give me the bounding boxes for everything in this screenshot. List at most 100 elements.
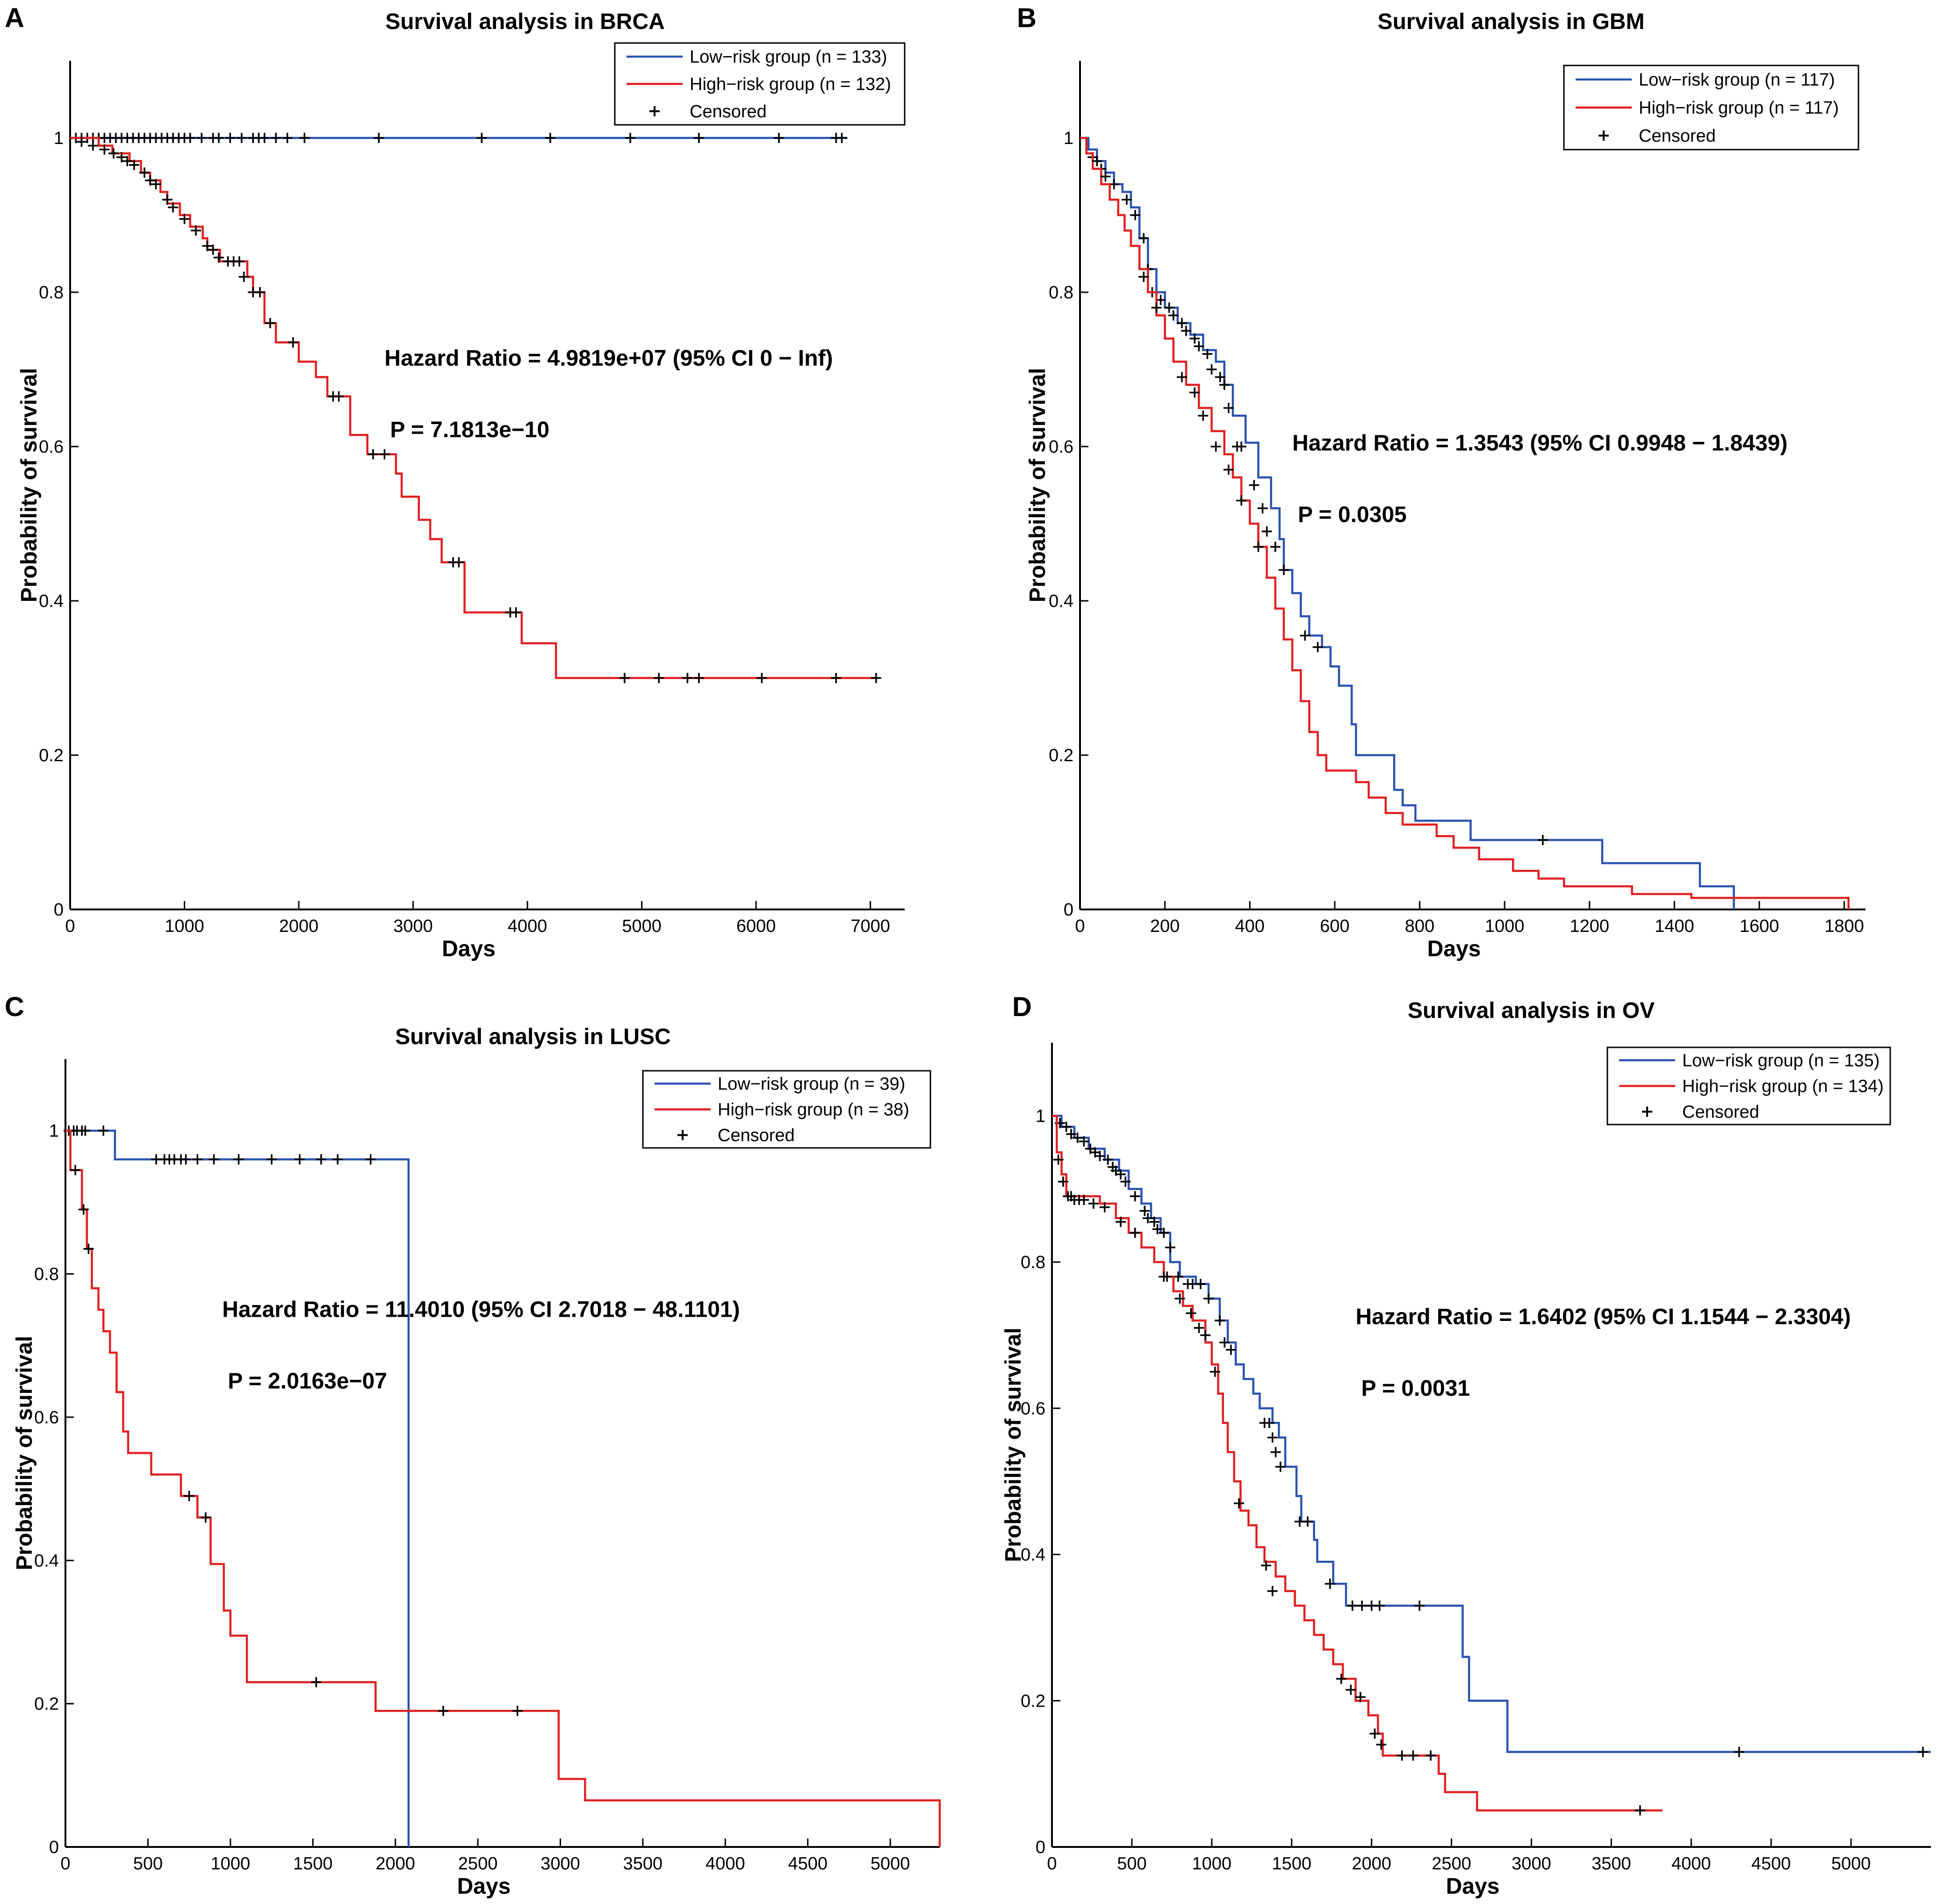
- censored-mark: [1079, 1136, 1089, 1147]
- censored-mark: [1397, 1750, 1407, 1761]
- censored-mark: [1072, 1132, 1083, 1143]
- x-tick-label: 400: [1235, 916, 1265, 936]
- censored-mark: [871, 673, 881, 683]
- p-value-text: P = 0.0305: [1298, 502, 1407, 527]
- legend-swatch-censored: [1642, 1106, 1652, 1117]
- censored-mark: [1099, 1202, 1110, 1212]
- y-tick-label: 0.2: [34, 1695, 59, 1714]
- censored-mark: [1061, 1121, 1072, 1132]
- censored-mark: [476, 133, 487, 143]
- censored-mark: [1164, 303, 1174, 313]
- censored-mark: [1203, 1293, 1214, 1304]
- legend-label: Low−risk group (n = 133): [690, 47, 887, 67]
- low-risk-curve: [65, 1129, 410, 1847]
- censored-mark: [1233, 1498, 1244, 1509]
- censored-mark: [1181, 325, 1192, 336]
- legend-label: Censored: [1639, 126, 1716, 146]
- low-risk-curve: [1080, 137, 1735, 909]
- censored-mark: [1236, 495, 1247, 506]
- censored-mark: [1253, 541, 1264, 552]
- x-tick-label: 3000: [1512, 1854, 1551, 1874]
- panel-letter: A: [5, 3, 24, 33]
- high-risk-curve: [1052, 1115, 1663, 1812]
- censored-mark: [1302, 1516, 1313, 1527]
- panel-c: C Survival analysis in LUSC 0 500 1000 1500 20…: [5, 992, 941, 1899]
- x-tick-label: 2500: [458, 1854, 498, 1874]
- chart-title: Survival analysis in BRCA: [385, 9, 665, 34]
- censored-mark: [1223, 464, 1234, 475]
- x-tick-label: 7000: [850, 916, 890, 936]
- legend-label: Low−risk group (n = 135): [1682, 1051, 1879, 1071]
- legend-swatch-censored: [1599, 130, 1609, 141]
- censored-mark: [202, 241, 213, 251]
- censored-mark: [511, 607, 521, 618]
- y-tick-label: 0.2: [1049, 746, 1073, 765]
- censored-mark: [374, 133, 384, 143]
- censored-mark: [1210, 1366, 1220, 1377]
- censored-mark: [145, 175, 156, 186]
- y-tick-label: 0.6: [1049, 437, 1073, 457]
- censored-mark: [1198, 411, 1209, 421]
- censored-mark: [282, 133, 293, 143]
- censored-mark: [1257, 503, 1268, 513]
- censored-mark: [1249, 480, 1260, 490]
- censored-mark: [1189, 333, 1200, 344]
- censored-mark: [238, 272, 249, 282]
- censored-mark: [1130, 1191, 1140, 1202]
- x-tick-label: 600: [1320, 916, 1349, 936]
- x-tick-label: 3000: [540, 1854, 580, 1874]
- censored-mark: [654, 673, 664, 683]
- censored-mark: [1195, 1279, 1206, 1289]
- censored-mark: [1151, 303, 1162, 313]
- x-tick-label: 3500: [1591, 1854, 1631, 1874]
- x-axis-label: Days: [1446, 1874, 1500, 1899]
- y-axis-label: Probability of survival: [17, 368, 42, 602]
- x-axis-label: Days: [457, 1874, 511, 1899]
- censored-mark: [70, 1165, 81, 1176]
- censored-mark: [1264, 1418, 1275, 1428]
- y-tick-label: 1: [1036, 1106, 1045, 1126]
- x-tick-label: 1000: [1485, 916, 1525, 936]
- censored-mark: [756, 673, 767, 683]
- legend-label: Low−risk group (n = 117): [1639, 70, 1835, 90]
- y-tick-label: 0: [1036, 1838, 1045, 1857]
- x-tick-label: 5000: [871, 1854, 910, 1874]
- censored-mark: [288, 337, 298, 348]
- y-tick-label: 1: [49, 1121, 59, 1141]
- x-tick-label: 4000: [706, 1854, 745, 1874]
- legend-label: High−risk group (n = 38): [718, 1100, 909, 1120]
- censored-mark: [1202, 349, 1213, 359]
- censored-mark: [545, 133, 555, 143]
- censored-mark: [99, 144, 110, 155]
- censored-mark: [1219, 380, 1230, 390]
- censored-mark: [180, 1154, 191, 1165]
- high-risk-curve: [70, 137, 876, 679]
- censored-mark: [1174, 1293, 1185, 1304]
- x-tick-label: 1800: [1824, 916, 1864, 936]
- censored-mark: [162, 195, 173, 205]
- censored-mark: [332, 1154, 343, 1165]
- censored-mark: [1102, 1154, 1113, 1165]
- y-axis-label: Probability of survival: [12, 1336, 37, 1570]
- legend-label: High−risk group (n = 132): [690, 75, 891, 94]
- censored-mark: [129, 159, 139, 170]
- censored-mark: [1143, 1213, 1153, 1224]
- censored-mark: [78, 1204, 89, 1215]
- censored-mark: [1194, 341, 1204, 352]
- censored-mark: [1635, 1805, 1645, 1816]
- censored-mark: [1176, 372, 1187, 382]
- censored-mark: [1426, 1750, 1436, 1761]
- censored-mark: [1088, 1198, 1099, 1209]
- x-tick-label: 2000: [1352, 1854, 1391, 1874]
- p-value-text: P = 7.1813e−10: [390, 418, 549, 442]
- chart-title: Survival analysis in OV: [1408, 998, 1655, 1023]
- y-tick-label: 0.4: [39, 591, 64, 611]
- censored-mark: [271, 133, 281, 143]
- censored-mark: [1159, 1227, 1169, 1238]
- panel-letter: C: [5, 992, 24, 1022]
- censored-mark: [1066, 1129, 1077, 1140]
- legend-label: High−risk group (n = 134): [1682, 1077, 1884, 1096]
- censored-mark: [1130, 1227, 1140, 1238]
- censored-mark: [1138, 233, 1149, 244]
- y-tick-label: 0.4: [1049, 591, 1073, 611]
